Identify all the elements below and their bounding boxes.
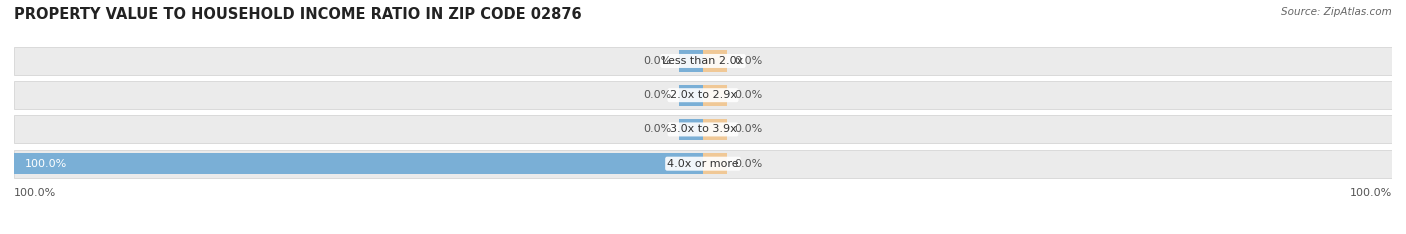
Bar xyxy=(14,115,1392,143)
Text: Source: ZipAtlas.com: Source: ZipAtlas.com xyxy=(1281,7,1392,17)
Text: 100.0%: 100.0% xyxy=(14,188,56,198)
Text: 0.0%: 0.0% xyxy=(644,90,672,100)
Text: 0.0%: 0.0% xyxy=(644,56,672,66)
Bar xyxy=(703,84,727,106)
Bar xyxy=(679,50,703,72)
Text: 100.0%: 100.0% xyxy=(24,159,66,169)
Bar xyxy=(14,47,1392,75)
Text: PROPERTY VALUE TO HOUSEHOLD INCOME RATIO IN ZIP CODE 02876: PROPERTY VALUE TO HOUSEHOLD INCOME RATIO… xyxy=(14,7,582,22)
Text: 100.0%: 100.0% xyxy=(1350,188,1392,198)
Bar xyxy=(703,153,727,174)
Text: 3.0x to 3.9x: 3.0x to 3.9x xyxy=(669,124,737,135)
Bar xyxy=(14,153,703,174)
Text: 2.0x to 2.9x: 2.0x to 2.9x xyxy=(669,90,737,100)
Text: 0.0%: 0.0% xyxy=(644,124,672,135)
Text: 0.0%: 0.0% xyxy=(734,124,762,135)
Text: 0.0%: 0.0% xyxy=(734,159,762,169)
Bar xyxy=(679,119,703,140)
Bar xyxy=(703,119,727,140)
Bar xyxy=(14,81,1392,109)
Bar xyxy=(679,84,703,106)
Text: Less than 2.0x: Less than 2.0x xyxy=(662,56,744,66)
Text: 0.0%: 0.0% xyxy=(734,90,762,100)
Bar xyxy=(14,150,1392,178)
Text: 0.0%: 0.0% xyxy=(734,56,762,66)
Bar xyxy=(703,50,727,72)
Text: 4.0x or more: 4.0x or more xyxy=(668,159,738,169)
